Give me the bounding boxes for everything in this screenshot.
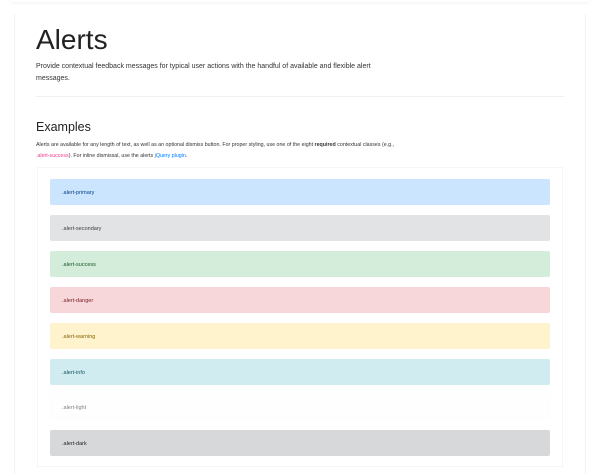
alert-dark: .alert-dark [50, 430, 550, 457]
desc-text: . [185, 153, 188, 159]
alert-primary: .alert-primary [50, 179, 550, 205]
alert-light: .alert-light [50, 394, 550, 421]
alert-danger: .alert-danger [50, 286, 550, 313]
page-title: Alerts [36, 24, 108, 55]
divider [36, 96, 564, 97]
alert-info: .alert-info [50, 358, 550, 385]
desc-bold: required [314, 142, 336, 148]
desc-text: ). For inline dismissal, use the alerts [68, 153, 155, 159]
alert-success: .alert-success [50, 250, 550, 277]
page-lead: Provide contextual feedback messages for… [36, 63, 371, 82]
alert-warning: .alert-warning [50, 322, 550, 349]
examples-heading: Examples [36, 120, 91, 134]
page-container [14, 14, 586, 474]
code-snippet: .alert-success [36, 153, 69, 159]
desc-text: Alerts are available for any length of t… [36, 142, 315, 148]
top-bar [10, 0, 590, 2]
jquery-plugin-link[interactable]: jQuery plugin [154, 153, 186, 159]
examples-description: Alerts are available for any length of t… [36, 140, 396, 162]
example-box [37, 167, 563, 467]
alert-secondary: .alert-secondary [50, 214, 550, 241]
desc-text: contextual classes (e.g., [335, 142, 395, 148]
